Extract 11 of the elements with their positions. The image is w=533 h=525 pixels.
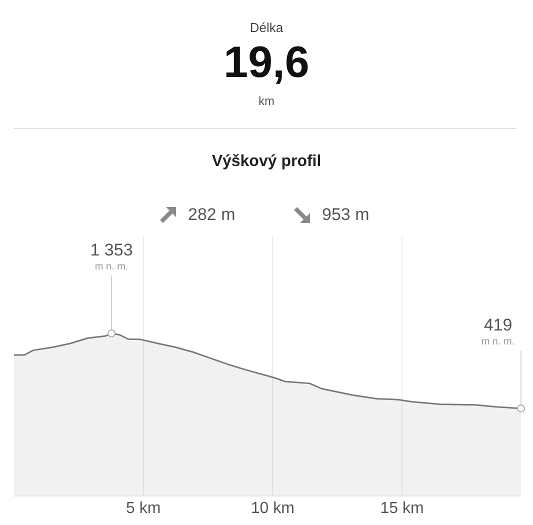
text: 19,6 bbox=[222, 38, 310, 88]
x-tick-label: 15 km bbox=[380, 500, 424, 517]
x-tick-label: 5 km bbox=[126, 500, 161, 517]
text: Délka bbox=[248, 20, 284, 35]
x-tick-label: 10 km bbox=[250, 500, 294, 517]
annotation: 1 353 m n. m. bbox=[90, 240, 133, 272]
text: km bbox=[258, 94, 276, 108]
text: 282 m bbox=[188, 205, 236, 225]
chart-title: Výškový profil bbox=[210, 153, 322, 171]
text: 953 m bbox=[322, 205, 370, 225]
annotation: 419 m n. m. bbox=[481, 315, 515, 348]
